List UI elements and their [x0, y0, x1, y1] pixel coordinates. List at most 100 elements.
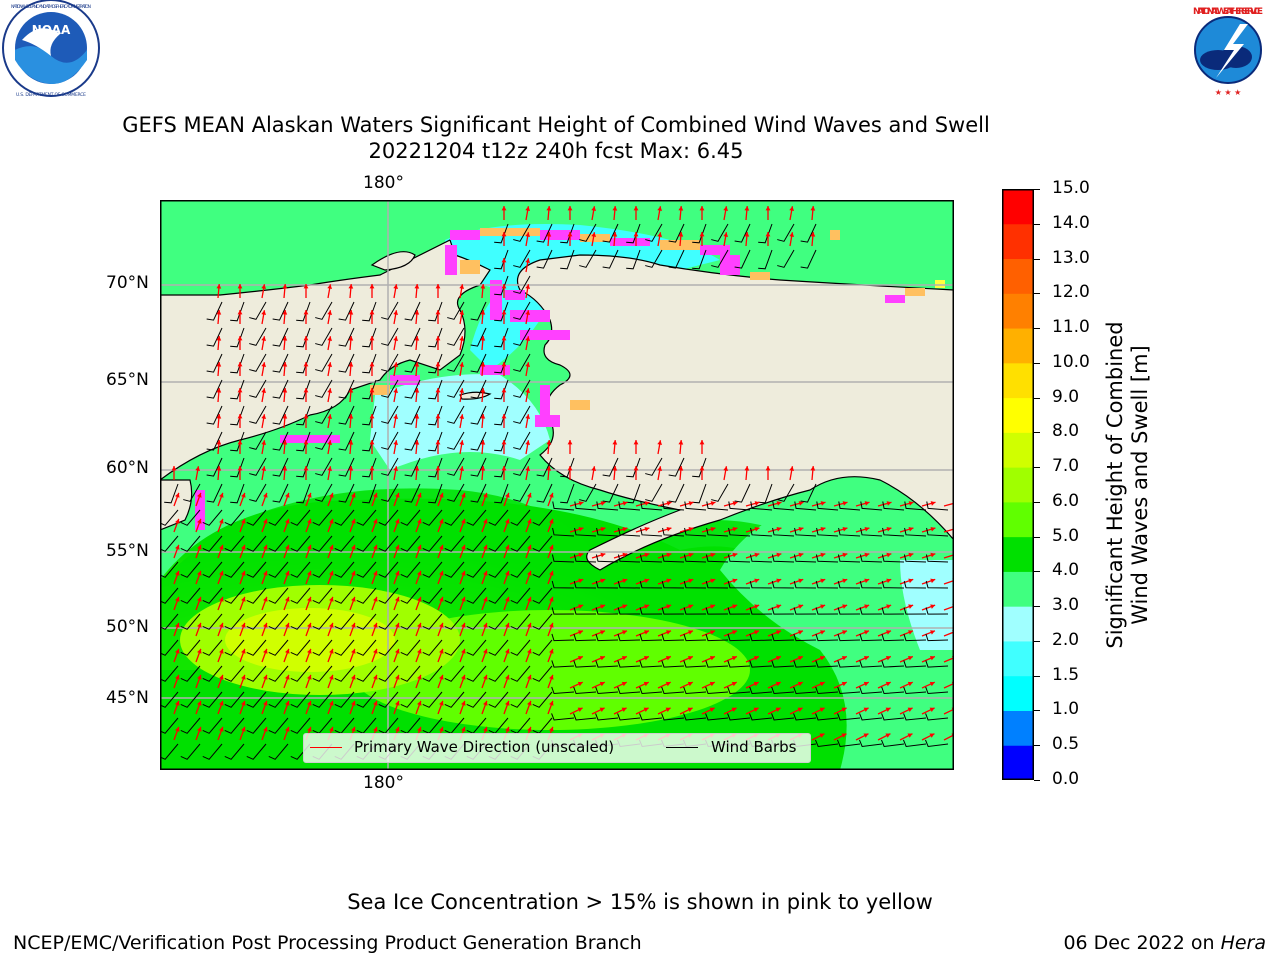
wave-arrow-head [633, 466, 639, 471]
wind-barb [837, 580, 861, 589]
wind-barb [727, 580, 751, 589]
wind-barb [645, 249, 663, 268]
colorbar-tick-mark [1034, 293, 1040, 295]
lat-label-45: 45°N [106, 688, 149, 708]
wind-barb [692, 249, 707, 270]
wave-arrow-head [195, 466, 201, 471]
wind-barb [815, 660, 839, 668]
wave-arrow-head [197, 726, 202, 732]
wave-arrow-head [678, 232, 684, 237]
wind-barb [381, 483, 399, 502]
wind-barb [315, 405, 333, 424]
wind-barb [206, 379, 223, 399]
wind-barb [882, 501, 905, 511]
wind-barb [596, 527, 619, 537]
wind-barb [268, 535, 289, 552]
wave-arrow-head [369, 310, 375, 315]
wind-barb [312, 665, 333, 682]
wave-arrow-head [599, 656, 605, 661]
wind-barb [683, 580, 707, 589]
wave-arrow-head [369, 414, 375, 419]
wave-arrow-head [908, 578, 914, 584]
wave-arrow-head [373, 492, 378, 498]
wave-arrow-head [776, 578, 782, 584]
wind-barb [422, 561, 443, 578]
wave-arrow-head [820, 604, 826, 609]
wind-barb [466, 639, 487, 656]
wind-barb [645, 457, 663, 476]
wind-barb [202, 509, 223, 526]
wind-barb [881, 686, 905, 695]
wave-arrow-head [599, 707, 605, 712]
wave-arrow-head [175, 492, 180, 498]
wave-arrow-head [775, 681, 781, 687]
chart-subtitle: 20221204 t12z 240h fcst Max: 6.45 [368, 139, 744, 163]
wind-barb [573, 713, 597, 721]
wave-arrow-head [578, 630, 583, 635]
colorbar-segment [1002, 745, 1034, 781]
wind-barb [513, 327, 531, 346]
wave-arrow-head [820, 630, 825, 635]
wave-arrow-head [621, 681, 627, 687]
wind-barb [494, 249, 509, 270]
wave-arrow-head [765, 206, 771, 211]
wind-barb [378, 613, 399, 630]
wave-arrow-head [237, 466, 243, 471]
colorbar-segment [1002, 328, 1034, 364]
wave-arrow-head [175, 544, 180, 550]
wave-arrow-head [351, 726, 356, 732]
wave-arrow-head [439, 544, 444, 550]
wave-arrow-head [930, 630, 935, 635]
wave-arrow-head [393, 414, 399, 419]
wave-arrow-head [549, 700, 554, 706]
wind-barb [925, 554, 949, 563]
wind-barb [290, 639, 311, 656]
wave-arrow-head [395, 570, 400, 576]
wind-barb [645, 483, 663, 502]
wind-barb [513, 301, 531, 320]
wind-barb [249, 327, 267, 346]
wind-barb [206, 327, 223, 347]
wind-barb [661, 686, 685, 695]
wave-arrow-head [461, 518, 466, 524]
wind-barb [444, 561, 465, 578]
wind-barb [249, 379, 267, 398]
wind-barb [362, 327, 377, 348]
wind-barb [400, 613, 421, 630]
wave-arrow-head [687, 707, 693, 712]
wave-arrow-head [776, 501, 782, 506]
wind-barb [444, 639, 465, 656]
wave-arrow-head [261, 440, 267, 445]
wave-arrow-head [546, 232, 552, 237]
wind-barb [180, 509, 201, 526]
colorbar-label-line1: Significant Height of Combined [1103, 321, 1127, 649]
wave-arrow-head [197, 622, 202, 628]
wave-arrow-head [666, 526, 672, 532]
wind-barb [378, 691, 399, 708]
wave-arrow-head [789, 466, 795, 471]
wind-barb [312, 613, 333, 630]
wave-arrow-head [285, 518, 290, 524]
wave-arrow-head [678, 440, 684, 445]
wind-barb [926, 527, 949, 537]
wind-barb [574, 501, 597, 511]
wave-arrow-head [329, 700, 334, 706]
wave-arrow-head [414, 310, 420, 315]
wind-barb [551, 580, 575, 589]
wind-barb [510, 613, 531, 630]
lon-label-top: 180° [363, 173, 404, 193]
wave-arrow-head [327, 284, 333, 289]
wave-arrow-head [197, 700, 202, 706]
wave-arrow-head [329, 648, 334, 654]
colorbar-tick-label: 10.0 [1052, 351, 1090, 372]
wind-barb [734, 249, 751, 269]
wave-arrow-head [789, 206, 795, 211]
wave-arrow-head [842, 604, 848, 609]
wind-barb [573, 660, 597, 668]
wave-arrow-head [657, 232, 663, 237]
wave-arrow-head [612, 232, 618, 237]
map-panel: Primary Wave Direction (unscaled) Wind B… [158, 200, 958, 770]
wave-arrow-head [549, 518, 554, 524]
wind-barb [711, 483, 729, 502]
wind-barb [224, 665, 245, 682]
